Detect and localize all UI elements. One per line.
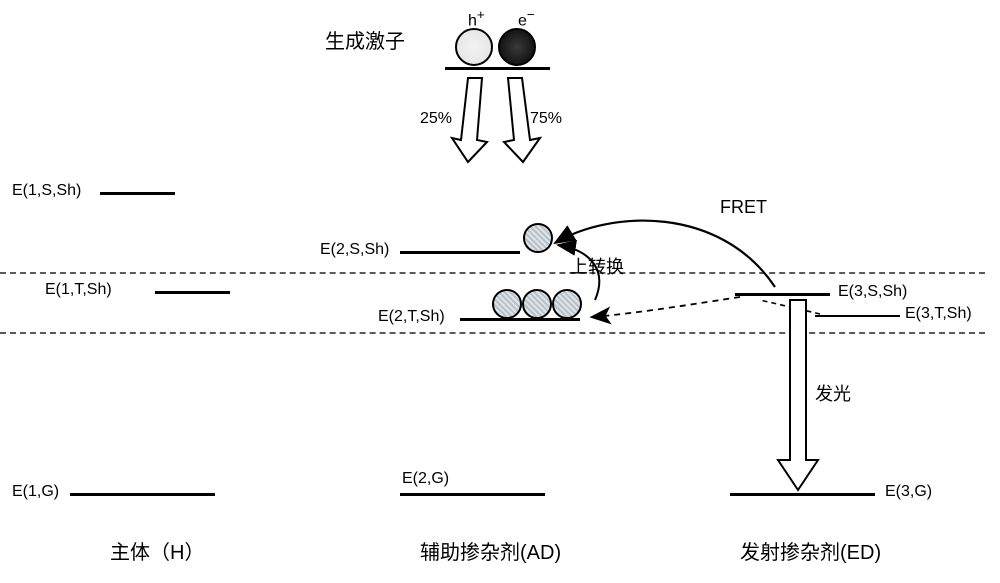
- fret-label: FRET: [720, 197, 767, 218]
- pct25-label: 25%: [420, 110, 452, 128]
- exciton-on-T1: [492, 289, 522, 319]
- hole-circle: [455, 28, 493, 66]
- label-E2SSh: E(2,S,Sh): [320, 241, 389, 259]
- label-E2TSh: E(2,T,Sh): [378, 308, 445, 326]
- line-E3SSh: [735, 293, 830, 296]
- exciton-on-T3: [552, 289, 582, 319]
- line-E3TSh: [815, 315, 900, 317]
- exciton-source-line: [445, 67, 550, 70]
- line-E3G: [730, 493, 875, 496]
- exciton-on-T2: [522, 289, 552, 319]
- e-minus-label: e−: [518, 7, 535, 30]
- col-ed-label: 发射掺杂剂(ED): [740, 536, 881, 565]
- exciton-on-S: [523, 223, 553, 253]
- col-ad-label: 辅助掺杂剂(AD): [420, 536, 561, 565]
- col-host-label: 主体（H）: [110, 536, 204, 565]
- label-E2G: E(2,G): [402, 470, 449, 488]
- label-E1G: E(1,G): [12, 483, 59, 501]
- label-E3SSh: E(3,S,Sh): [838, 283, 907, 301]
- line-E1TSh: [155, 291, 230, 294]
- label-E3TSh: E(3,T,Sh): [905, 305, 972, 323]
- emission-label: 发光: [815, 380, 851, 406]
- band-top-dashed: [0, 272, 985, 274]
- line-E2G: [400, 493, 545, 496]
- back-transfer-dashed-1: [593, 297, 740, 317]
- emission-arrow: [778, 300, 818, 490]
- h-plus-label: h+: [468, 7, 485, 30]
- back-transfer-dashed-2: [760, 300, 820, 314]
- line-E1G: [70, 493, 215, 496]
- upconversion-label: 上转换: [570, 253, 624, 279]
- electron-circle: [498, 28, 536, 66]
- label-E1SSh: E(1,S,Sh): [12, 182, 81, 200]
- line-E2SSh: [400, 251, 520, 254]
- label-E3G: E(3,G): [885, 483, 932, 501]
- label-E1TSh: E(1,T,Sh): [45, 281, 112, 299]
- line-E1SSh: [100, 192, 175, 195]
- title-exciton-generation: 生成激子: [325, 25, 405, 54]
- arrow-25pct: [452, 78, 487, 162]
- pct75-label: 75%: [530, 110, 562, 128]
- band-bottom-dashed: [0, 332, 985, 334]
